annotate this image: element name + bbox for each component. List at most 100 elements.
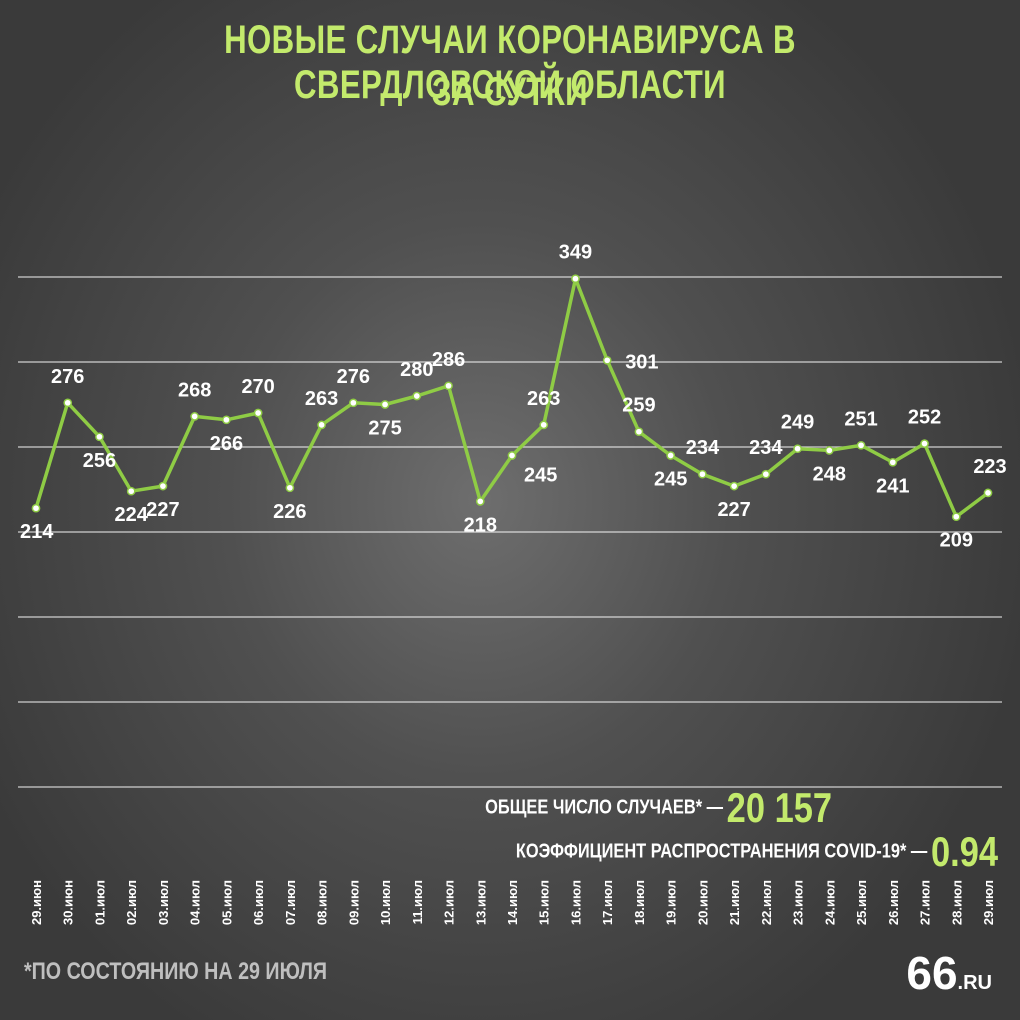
data-label: 268 bbox=[178, 379, 211, 401]
site-logo[interactable]: 66.RU bbox=[906, 946, 992, 1000]
data-label: 280 bbox=[400, 359, 433, 381]
x-tick-label: 29.июн bbox=[29, 880, 44, 925]
x-tick-label: 26.июл bbox=[886, 880, 901, 925]
data-point bbox=[602, 355, 612, 365]
data-label: 301 bbox=[625, 351, 658, 373]
x-tick-label: 25.июл bbox=[854, 880, 869, 925]
data-label: 224 bbox=[115, 504, 149, 526]
x-tick-label: 14.июл bbox=[505, 880, 520, 925]
data-label: 227 bbox=[717, 499, 750, 521]
data-label: 286 bbox=[432, 349, 465, 371]
x-tick-label: 17.июл bbox=[600, 880, 615, 925]
chart-title-line2: ЗА СУТКИ bbox=[432, 70, 588, 114]
data-label: 227 bbox=[146, 499, 179, 521]
x-tick-label: 08.июл bbox=[315, 880, 330, 925]
data-label: 251 bbox=[844, 408, 877, 430]
x-tick-label: 07.июл bbox=[283, 880, 298, 925]
x-tick-label: 16.июл bbox=[568, 880, 583, 925]
data-point bbox=[888, 457, 898, 467]
data-point bbox=[507, 451, 517, 460]
x-tick-label: 09.июл bbox=[346, 880, 361, 925]
data-label: 218 bbox=[464, 514, 497, 536]
x-tick-label: 05.июл bbox=[219, 880, 234, 925]
data-label: 252 bbox=[908, 407, 941, 429]
x-tick-label: 24.июл bbox=[822, 880, 837, 925]
data-label: 234 bbox=[686, 437, 720, 459]
data-label: 275 bbox=[368, 418, 401, 440]
data-point bbox=[348, 398, 358, 408]
data-label: 263 bbox=[527, 388, 560, 410]
data-point bbox=[412, 391, 422, 401]
x-tick-label: 21.июл bbox=[727, 880, 742, 925]
data-point bbox=[285, 483, 295, 493]
x-tick-label: 01.июл bbox=[92, 880, 107, 925]
summary-coefficient-label: КОЭФФИЦИЕНТ РАСПРОСТРАНЕНИЯ COVID-19* — bbox=[515, 840, 928, 863]
data-point bbox=[475, 497, 485, 506]
data-label: 263 bbox=[305, 388, 338, 410]
summary-total-label: ОБЩЕЕ ЧИСЛО СЛУЧАЕВ* — bbox=[485, 796, 724, 819]
data-label: 256 bbox=[83, 450, 116, 472]
x-tick-label: 11.июл bbox=[410, 880, 425, 924]
chart-title-line1: НОВЫЕ СЛУЧАИ КОРОНАВИРУСА В СВЕРДЛОВСКОЙ… bbox=[224, 18, 796, 107]
x-tick-label: 29.июл bbox=[981, 880, 996, 925]
summary-coefficient-value: 0.94 bbox=[930, 828, 998, 875]
x-tick-label: 15.июл bbox=[537, 880, 552, 925]
data-label: 270 bbox=[241, 376, 274, 398]
x-tick-label: 03.июл bbox=[156, 880, 171, 925]
data-point bbox=[190, 412, 200, 421]
x-tick-label: 04.июл bbox=[188, 880, 203, 925]
x-tick-label: 30.июн bbox=[61, 880, 76, 925]
data-label: 234 bbox=[749, 437, 783, 459]
logo-suffix: .RU bbox=[957, 972, 992, 994]
data-point bbox=[380, 400, 390, 409]
data-label: 259 bbox=[622, 395, 655, 417]
data-point bbox=[793, 444, 802, 454]
logo-number: 66 bbox=[906, 947, 958, 999]
data-point bbox=[920, 439, 929, 448]
data-point bbox=[317, 420, 326, 430]
x-tick-label: 10.июл bbox=[378, 880, 393, 925]
x-tick-label: 27.июл bbox=[918, 880, 933, 925]
footnote: *ПО СОСТОЯНИЮ НА 29 ИЮЛЯ bbox=[24, 958, 328, 985]
data-point bbox=[571, 274, 580, 284]
data-point bbox=[666, 451, 676, 460]
data-point bbox=[31, 503, 41, 513]
data-label: 245 bbox=[524, 465, 557, 487]
x-tick-label: 20.июл bbox=[695, 880, 710, 925]
data-label: 209 bbox=[940, 530, 973, 552]
summary-coefficient: КОЭФФИЦИЕНТ РАСПРОСТРАНЕНИЯ COVID-19* — … bbox=[516, 828, 998, 876]
x-tick-label: 22.июл bbox=[759, 880, 774, 925]
data-label: 249 bbox=[781, 412, 814, 434]
summary-total-value: 20 157 bbox=[726, 784, 832, 831]
data-point bbox=[824, 446, 834, 455]
data-point bbox=[158, 481, 168, 491]
data-point bbox=[63, 398, 73, 408]
x-tick-label: 06.июл bbox=[251, 880, 266, 925]
data-label: 276 bbox=[337, 366, 370, 388]
data-point bbox=[761, 469, 771, 479]
data-label: 226 bbox=[273, 501, 306, 523]
data-point bbox=[95, 432, 104, 442]
x-tick-label: 13.июл bbox=[473, 880, 488, 925]
data-label: 241 bbox=[876, 475, 909, 497]
x-tick-label: 19.июл bbox=[664, 880, 679, 925]
x-tick-label: 12.июл bbox=[442, 880, 457, 925]
data-point bbox=[444, 381, 453, 391]
data-label: 266 bbox=[210, 433, 243, 455]
data-point bbox=[698, 469, 707, 479]
data-label: 349 bbox=[559, 242, 592, 264]
x-tick-label: 23.июл bbox=[791, 880, 806, 925]
data-label: 223 bbox=[973, 456, 1006, 478]
data-label: 214 bbox=[20, 521, 54, 543]
x-tick-label: 02.июл bbox=[124, 880, 139, 925]
x-tick-label: 18.июл bbox=[632, 880, 647, 925]
data-point bbox=[951, 512, 961, 522]
data-point bbox=[983, 488, 993, 498]
data-point bbox=[253, 408, 263, 418]
x-tick-label: 28.июл bbox=[949, 880, 964, 925]
data-point bbox=[634, 427, 644, 437]
data-label: 276 bbox=[51, 366, 84, 388]
data-label: 245 bbox=[654, 469, 687, 491]
data-point bbox=[539, 420, 549, 430]
